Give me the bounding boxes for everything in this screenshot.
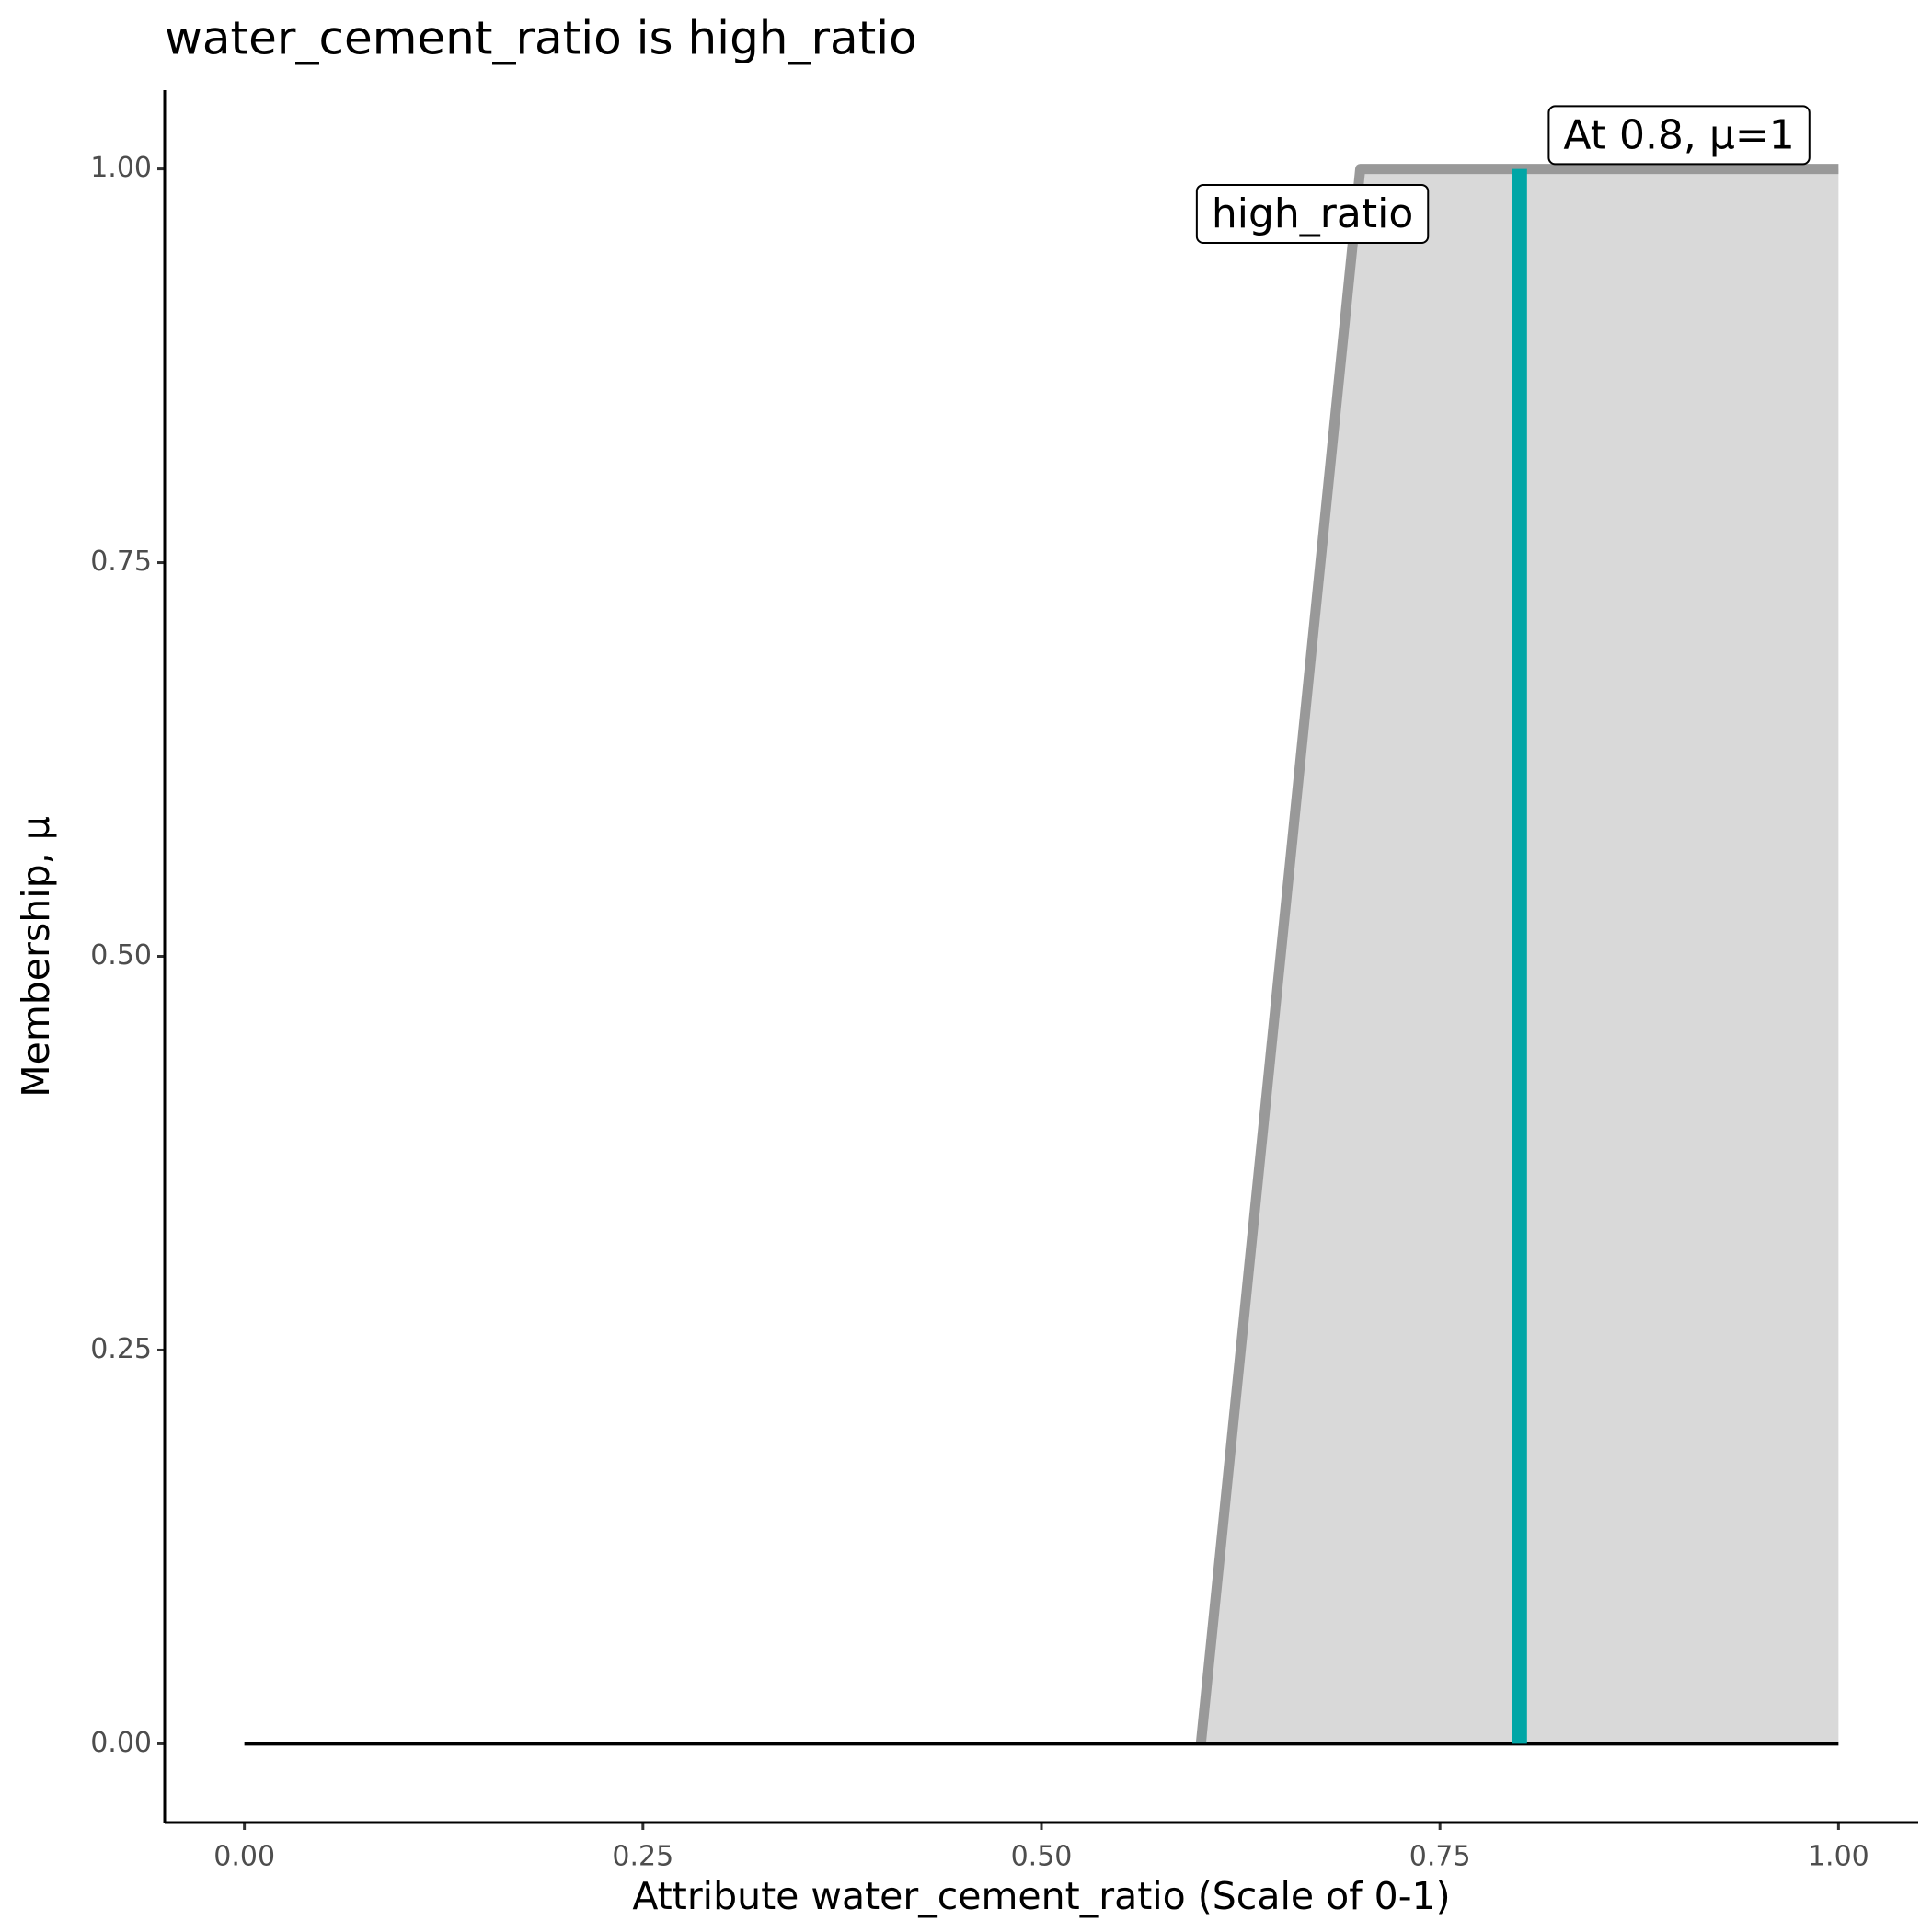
x-tick-label: 0.75 [1409,1841,1471,1873]
y-tick-label: 1.00 [90,152,152,184]
x-tick-label: 0.25 [612,1841,673,1873]
y-axis-label: Membership, μ [14,816,58,1098]
y-tick-label: 0.25 [90,1333,152,1365]
x-axis-label: Attribute water_cement_ratio (Scale of 0… [632,1874,1450,1918]
y-tick-label: 0.50 [90,939,152,972]
annotation-box [1547,105,1811,166]
annotation: At 0.8, μ=1 [1563,111,1794,158]
y-tick-label: 0.75 [90,546,152,578]
annotation: high_ratio [1212,190,1413,237]
chart-title: water_cement_ratio is high_ratio [165,12,917,65]
membership-line [1195,164,1839,1744]
annotation-box [1195,183,1430,244]
x-tick-label: 0.50 [1011,1841,1073,1873]
y-tick-label: 0.00 [90,1727,152,1759]
x-tick-label: 1.00 [1808,1841,1869,1873]
x-tick-label: 0.00 [213,1841,275,1873]
